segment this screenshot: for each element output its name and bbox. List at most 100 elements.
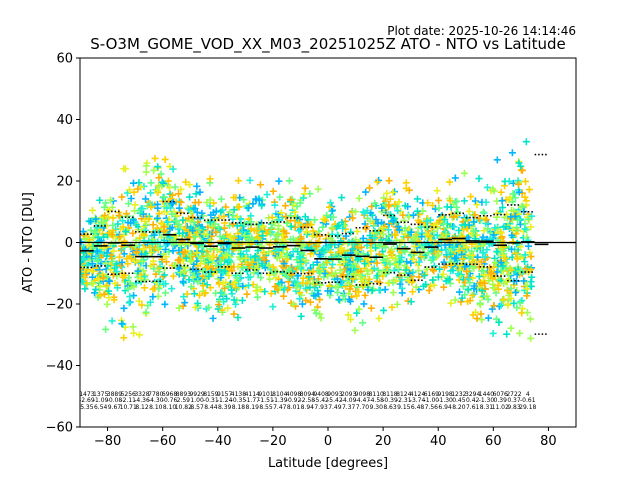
scatter-point	[386, 249, 394, 257]
scatter-point	[233, 274, 241, 282]
bin-mean-label: 0.42	[466, 397, 480, 404]
scatter-point	[434, 273, 442, 281]
scatter-point	[342, 283, 350, 291]
scatter-point	[124, 260, 132, 268]
scatter-point	[340, 258, 348, 266]
scatter-point	[161, 289, 169, 297]
scatter-point	[118, 320, 126, 328]
scatter-point	[373, 259, 381, 267]
scatter-point	[254, 293, 262, 301]
scatter-point	[347, 228, 355, 236]
scatter-point	[128, 255, 136, 263]
bin-count-label: 3328	[134, 391, 149, 398]
scatter-point	[508, 231, 516, 239]
scatter-point	[225, 256, 233, 264]
scatter-point	[460, 254, 468, 262]
scatter-point	[142, 162, 150, 170]
scatter-point	[109, 221, 117, 229]
scatter-point	[305, 269, 313, 277]
scatter-point	[296, 253, 304, 261]
scatter-point	[367, 247, 375, 255]
scatter-point	[194, 299, 202, 307]
scatter-point	[255, 196, 263, 204]
scatter-point	[286, 196, 294, 204]
bin-std-label: 9.30	[370, 404, 384, 411]
scatter-point	[335, 296, 343, 304]
y-tick-label: 40	[56, 113, 73, 128]
bin-count-label: 3294	[465, 391, 480, 398]
scatter-point	[493, 209, 501, 217]
scatter-point	[239, 264, 247, 272]
scatter-point	[375, 176, 383, 184]
bin-std-label: 5.35	[80, 404, 94, 411]
scatter-point	[507, 295, 515, 303]
scatter-point	[282, 213, 290, 221]
scatter-point	[401, 202, 409, 210]
scatter-point	[217, 274, 225, 282]
scatter-point	[333, 288, 341, 296]
scatter-point	[493, 248, 501, 256]
scatter-point	[516, 267, 524, 275]
scatter-point	[370, 265, 378, 273]
scatter-point	[132, 248, 140, 256]
scatter-point	[249, 200, 257, 208]
scatter-point	[254, 247, 262, 255]
scatter-point	[296, 199, 304, 207]
scatter-point	[196, 291, 204, 299]
scatter-point	[366, 232, 374, 240]
scatter-point	[179, 278, 187, 286]
scatter-point	[294, 248, 302, 256]
bin-std-label: 8.44	[204, 404, 218, 411]
scatter-point	[446, 178, 454, 186]
scatter-point	[401, 261, 409, 269]
scatter-point	[109, 214, 117, 222]
scatter-point	[509, 190, 517, 198]
scatter-point	[344, 261, 352, 269]
scatter-point	[285, 177, 293, 185]
scatter-point	[476, 301, 484, 309]
scatter-point	[338, 194, 346, 202]
scatter-point	[246, 176, 254, 184]
bin-count-label: 8159	[203, 391, 218, 398]
scatter-point	[160, 180, 168, 188]
scatter-point	[361, 291, 369, 299]
scatter-point	[267, 290, 275, 298]
scatter-point	[175, 190, 183, 198]
bin-count-label: 4	[526, 391, 530, 398]
x-axis-label: Latitude [degrees]	[268, 456, 388, 471]
scatter-point	[225, 272, 233, 280]
scatter-point	[457, 231, 465, 239]
scatter-point	[153, 215, 161, 223]
bin-mean-label: -2.58	[300, 397, 316, 404]
scatter-point	[513, 224, 521, 232]
scatter-point	[497, 258, 505, 266]
scatter-point	[521, 177, 529, 185]
scatter-point	[387, 211, 395, 219]
scatter-point	[411, 233, 419, 241]
scatter-point	[493, 268, 501, 276]
scatter-point	[80, 255, 88, 263]
scatter-point	[212, 207, 220, 215]
scatter-point	[492, 289, 500, 297]
scatter-point	[407, 259, 415, 267]
scatter-point	[467, 193, 475, 201]
bin-mean-label: -0.35	[231, 397, 247, 404]
scatter-point	[392, 277, 400, 285]
scatter-point	[490, 302, 498, 310]
scatter-point	[499, 204, 507, 212]
scatter-point	[134, 185, 142, 193]
bin-mean-label: -1.09	[93, 397, 109, 404]
scatter-point	[253, 227, 261, 235]
scatter-point	[113, 260, 121, 268]
scatter-point	[106, 277, 114, 285]
scatter-point	[220, 224, 228, 232]
scatter-point	[430, 281, 438, 289]
scatter-point	[504, 301, 512, 309]
scatter-point	[236, 194, 244, 202]
bin-count-label: 3889	[107, 391, 122, 398]
bin-std-label: 9.83	[507, 404, 521, 411]
scatter-point	[185, 205, 193, 213]
scatter-point	[145, 215, 153, 223]
scatter-point	[420, 282, 428, 290]
scatter-point	[442, 230, 450, 238]
